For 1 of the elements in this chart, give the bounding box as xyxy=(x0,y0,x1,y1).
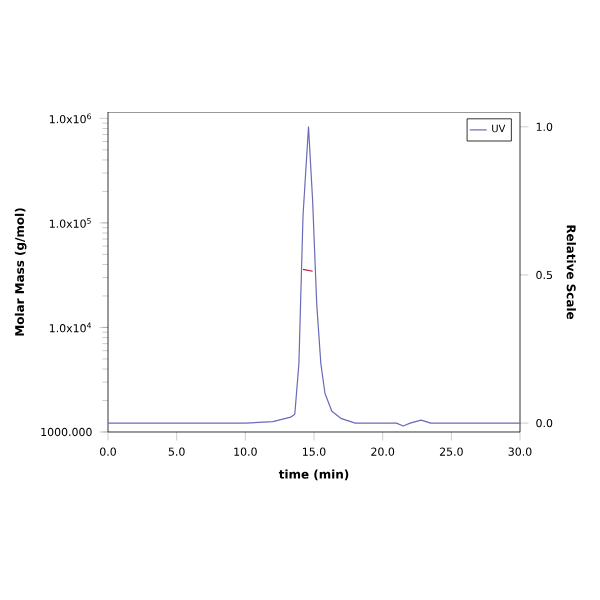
line-series xyxy=(108,126,521,427)
